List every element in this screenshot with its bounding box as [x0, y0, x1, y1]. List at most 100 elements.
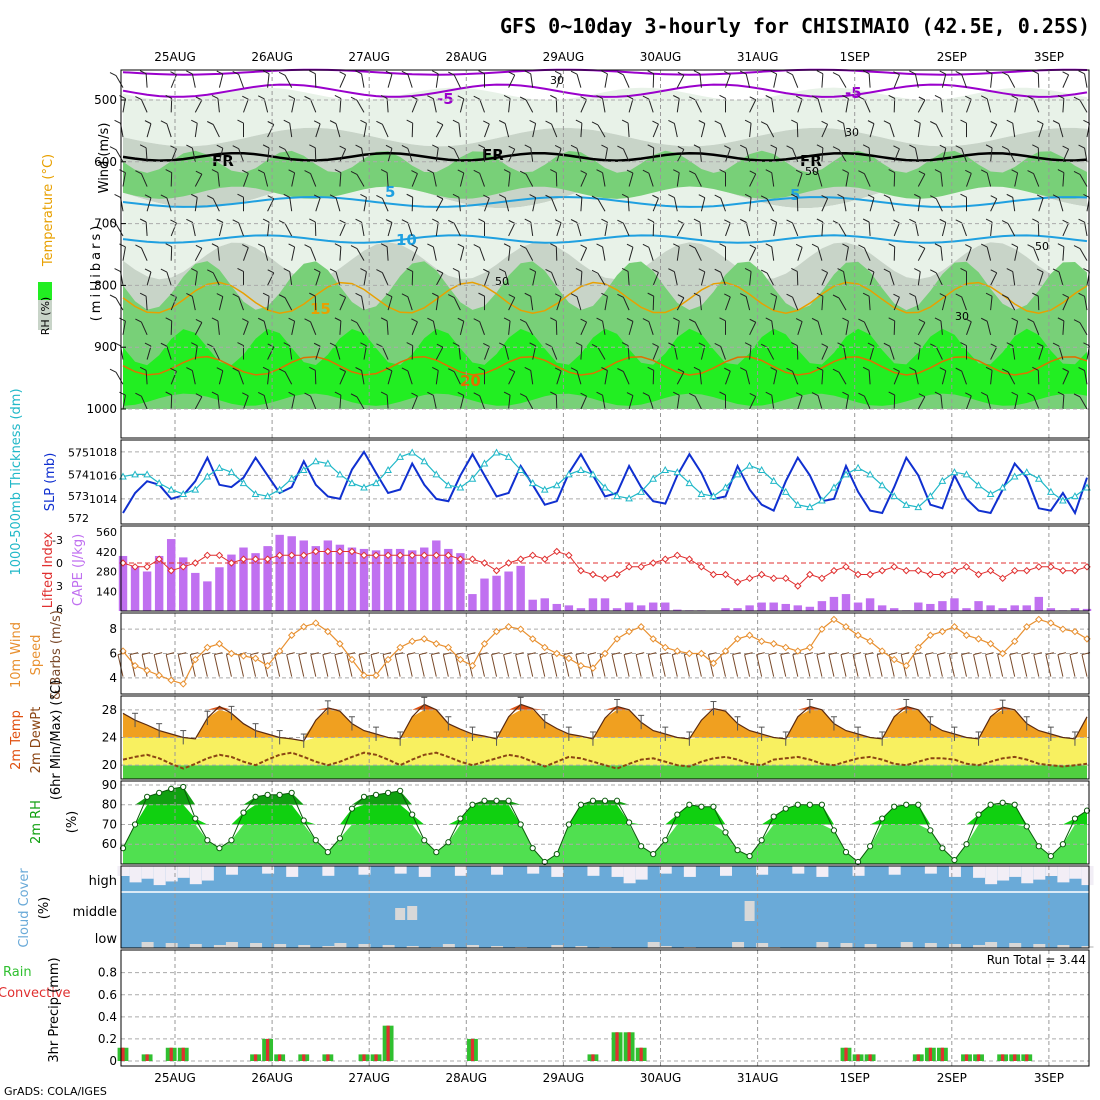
thickness-point — [456, 483, 465, 491]
wind-barb-flag — [503, 391, 511, 396]
li-point — [300, 551, 308, 560]
precip-conv-bar — [928, 1047, 932, 1061]
li-point — [637, 563, 645, 571]
wind10m-point — [661, 643, 669, 652]
wind-barb-flag — [1052, 120, 1060, 125]
wind-barb-flag — [930, 121, 937, 125]
wind-barb — [966, 321, 972, 336]
wind-barb-flag — [596, 169, 603, 174]
wind-barb — [532, 345, 537, 360]
wind-barb — [435, 272, 444, 286]
wind-barb-flag — [867, 342, 875, 347]
wind-barb-flag — [114, 342, 121, 347]
wind-barb — [580, 345, 583, 360]
thickness-tick-label: 575 — [68, 447, 89, 460]
top-date-axis: 25AUG 26AUG 27AUG 28AUG 29AUG 30AUG 31AUG 1SEP 2… — [154, 50, 1064, 64]
wind-barb-flag — [955, 293, 962, 298]
wind-barb — [356, 174, 365, 187]
li-point — [818, 574, 826, 583]
wind10m-barb-flag — [961, 652, 970, 656]
rh2m-point — [445, 839, 452, 846]
wind-barb-flag — [257, 391, 265, 396]
wind-barb — [676, 297, 685, 311]
wind-barb-flag — [165, 317, 172, 322]
wind-barb — [484, 272, 490, 286]
wind-barb-flag — [1057, 391, 1065, 396]
cape-bar — [624, 602, 634, 611]
wind-barb — [532, 197, 537, 212]
wind-barb — [551, 346, 558, 360]
wind10m-barb — [563, 654, 570, 677]
wind-barb — [145, 370, 148, 385]
rh2m-point — [493, 797, 500, 804]
temp2m-tick-label: 28 — [102, 703, 117, 717]
panel-frame — [120, 525, 1090, 612]
wind-barb — [580, 173, 588, 187]
cape-bar — [1034, 596, 1044, 611]
wind10m-barb-flag — [804, 652, 813, 656]
wind-barb — [532, 123, 537, 138]
wind-barb — [263, 172, 269, 187]
wind-barb-flag — [304, 95, 311, 100]
wind-barb-flag — [257, 95, 265, 100]
li-point — [420, 551, 428, 560]
wind-barb-flag — [257, 243, 265, 248]
wind-barb-flag — [304, 244, 311, 249]
precip-total-label: Total / Rain — [0, 965, 32, 980]
wind-barb-flag — [478, 144, 485, 149]
li-point — [263, 555, 272, 563]
wind10m-barb-flag — [286, 652, 295, 656]
wind-barb — [508, 320, 511, 335]
temp-contour-minus5 — [122, 83, 1088, 98]
wind-barb-flag — [385, 144, 393, 149]
rh2m-point — [397, 787, 404, 794]
wind10m-barb — [382, 654, 389, 677]
cape-bar — [757, 602, 766, 611]
li-point — [516, 555, 525, 563]
wind-barb-flag — [575, 342, 583, 347]
temp2m-line — [122, 703, 1088, 742]
wind-barb — [1084, 370, 1088, 385]
wind-barb-flag — [135, 96, 142, 101]
rh2m-tick-label: 80 — [102, 798, 117, 812]
wind-barb-flag — [329, 342, 337, 347]
wind-barb-flag — [837, 119, 844, 124]
cape-bar — [673, 609, 682, 611]
wind-barb — [166, 346, 172, 360]
wind-barb — [773, 73, 778, 88]
li-point — [601, 574, 609, 583]
wind-barb-flag — [436, 343, 444, 348]
wind-barb — [339, 320, 342, 335]
wind-barb — [508, 223, 516, 237]
wind-barb-flag — [693, 218, 701, 223]
wind10m-barb-flag — [985, 652, 994, 656]
wind-barb-flag — [617, 145, 624, 150]
wind10m-barb-flag — [840, 652, 850, 656]
wind-barb — [821, 124, 829, 138]
wind-barb — [191, 296, 196, 311]
wind-barb-flag — [575, 193, 583, 198]
wind-barb-flag — [786, 219, 793, 224]
cape-bar — [817, 601, 827, 611]
wind-barb-flag — [503, 243, 511, 248]
contour-label: FR — [482, 146, 504, 164]
precip-conv-bar — [591, 1054, 595, 1061]
wind-barb — [335, 345, 341, 360]
wind-barb — [508, 297, 516, 311]
wind-barb — [339, 297, 347, 311]
wind-barb-flag — [529, 194, 536, 198]
precip-conv-bar — [964, 1054, 969, 1061]
wind-barb-flag — [591, 121, 599, 126]
wind-barb-flag — [811, 392, 819, 396]
wind-barb — [479, 99, 485, 113]
wind-barb — [411, 173, 418, 187]
wind10m-barb — [527, 654, 534, 677]
wind-barb — [745, 296, 751, 311]
wind-barb — [869, 271, 875, 286]
wind-barb — [289, 271, 293, 286]
wind-barb — [917, 99, 926, 113]
wind10m-barb — [816, 654, 823, 677]
wind-barb-flag — [714, 120, 721, 125]
li-point — [215, 551, 224, 560]
